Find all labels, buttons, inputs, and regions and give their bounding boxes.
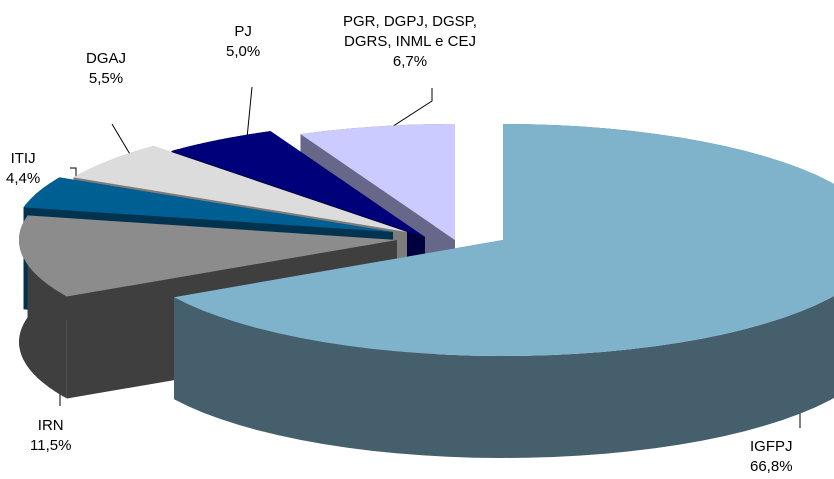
label-dgaj: DGAJ 5,5% bbox=[86, 49, 126, 89]
pie-side-irn bbox=[19, 215, 67, 399]
label-irn-value: 11,5% bbox=[30, 437, 72, 454]
leader-line-pj bbox=[246, 86, 253, 139]
pie-slice-igfpj bbox=[174, 124, 834, 356]
label-others-line2: DGRS, INML e CEJ bbox=[343, 33, 476, 50]
label-itij: ITIJ 4,4% bbox=[6, 149, 40, 189]
label-itij-value: 4,4% bbox=[6, 170, 41, 187]
label-others: PGR, DGPJ, DGSP, DGRS, INML e CEJ 6,7% bbox=[343, 12, 477, 72]
pie-slice-dgaj bbox=[73, 146, 407, 232]
leader-line-others bbox=[383, 88, 433, 133]
pie-slice-pj bbox=[171, 131, 425, 237]
label-dgaj-value: 5,5% bbox=[88, 70, 124, 87]
pie-slice-others bbox=[300, 124, 455, 240]
label-irn-name: IRN bbox=[37, 417, 64, 434]
label-igfpj: IGFPJ 66,8% bbox=[750, 437, 793, 477]
label-others-line1: PGR, DGPJ, DGSP, bbox=[343, 13, 477, 30]
label-dgaj-name: DGAJ bbox=[86, 50, 127, 67]
label-others-value: 6,7% bbox=[392, 53, 428, 70]
label-pj-name: PJ bbox=[234, 23, 252, 40]
pie-slice-irn bbox=[19, 215, 397, 297]
label-irn: IRN 11,5% bbox=[30, 416, 71, 456]
pie-tops bbox=[19, 124, 834, 356]
label-pj: PJ 5,0% bbox=[226, 22, 260, 62]
label-pj-value: 5,0% bbox=[226, 43, 261, 60]
label-igfpj-name: IGFPJ bbox=[750, 438, 793, 455]
label-itij-name: ITIJ bbox=[10, 150, 36, 167]
label-igfpj-value: 66,8% bbox=[750, 458, 793, 475]
pie-slice-itij bbox=[23, 177, 393, 232]
